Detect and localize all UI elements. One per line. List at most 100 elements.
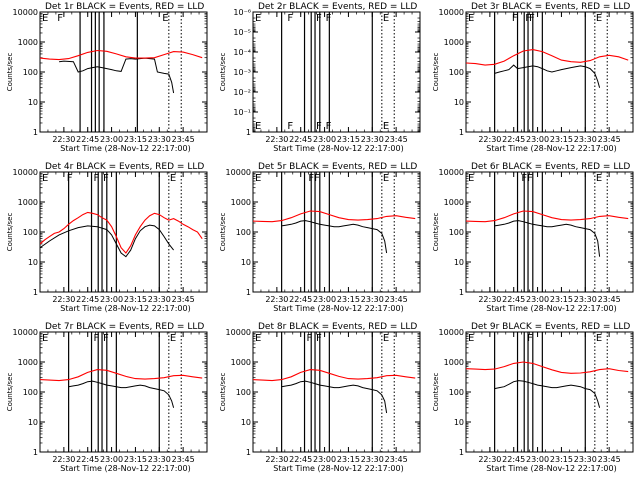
x-tick-label: 23:15: [124, 455, 147, 464]
y-tick-label: 10: [454, 258, 464, 267]
y-tick-label: 1000: [18, 358, 38, 367]
series-group: [40, 369, 203, 408]
x-tick-label: 23:00: [100, 135, 123, 144]
y-tick-label: 1000: [444, 38, 464, 47]
x-tick-label: 23:15: [550, 295, 573, 304]
x-tick-label: 23:45: [385, 455, 408, 464]
event-marker-bottom: F: [316, 121, 322, 132]
y-tick-label: 10000: [226, 168, 251, 177]
event-marker: E: [383, 333, 389, 344]
x-tick-label: 23:45: [598, 295, 621, 304]
y-tick-label: 10: [454, 98, 464, 107]
plot-frame: [39, 331, 208, 453]
y-tick-label: 10: [454, 418, 464, 427]
chart-title: Det 7r BLACK = Events, RED = LLD: [45, 322, 204, 332]
event-marker: E: [255, 333, 261, 344]
chart-title: Det 1r BLACK = Events, RED = LLD: [45, 2, 204, 12]
x-tick-label: 23:45: [172, 455, 195, 464]
x-tick-label: 23:45: [385, 135, 408, 144]
series-group: [40, 49, 203, 94]
y-tick-label: 1: [459, 288, 464, 297]
x-tick-label: 23:45: [598, 135, 621, 144]
event-marker: F: [103, 173, 109, 184]
series-events-line: [494, 64, 601, 88]
x-tick-label: 23:30: [361, 455, 384, 464]
x-tick-label: 22:30: [52, 295, 75, 304]
series-lld-line: [253, 369, 416, 382]
chart-svg: Det 1r BLACK = Events, RED = LLD 1 10 100 10…: [6, 2, 208, 153]
x-tick-label: 22:45: [76, 295, 99, 304]
chart-svg: Det 4r BLACK = Events, RED = LLD 1 10 100 10…: [6, 162, 208, 313]
x-tick-label: 23:45: [172, 135, 195, 144]
event-marker-bottom: F: [287, 121, 293, 132]
x-tick-label: 22:30: [478, 135, 501, 144]
event-marker: F: [93, 333, 99, 344]
x-tick-label: 23:00: [313, 295, 336, 304]
x-tick-label: 23:00: [313, 135, 336, 144]
y-axis-label: Counts/sec: [432, 373, 440, 412]
x-tick-label: 23:15: [124, 295, 147, 304]
series-group: [466, 49, 629, 88]
event-marker: F: [308, 173, 314, 184]
y-tick-label: 1000: [18, 38, 38, 47]
x-tick-label: 22:30: [265, 295, 288, 304]
event-marker: E: [255, 13, 261, 24]
y-tick-label: 10: [28, 258, 38, 267]
series-events-line: [68, 380, 175, 408]
series-group: [40, 211, 203, 258]
y-tick-label: 1: [246, 448, 251, 457]
series-lld-line: [40, 369, 203, 382]
event-marker: F: [316, 333, 322, 344]
x-tick-label: 23:30: [148, 135, 171, 144]
x-tick-label: 23:00: [526, 295, 549, 304]
y-tick-label: 10: [28, 418, 38, 427]
x-tick-label: 22:45: [502, 135, 525, 144]
event-marker: E: [170, 333, 176, 344]
x-axis-label: Start Time (28-Nov-12 22:17:00): [60, 464, 190, 473]
y-tick-label: 10: [241, 258, 251, 267]
detector-panel-4: Det 4r BLACK = Events, RED = LLD 1 10 100 10…: [0, 160, 213, 320]
event-marker: E: [468, 173, 474, 184]
x-axis-label: Start Time (28-Nov-12 22:17:00): [60, 304, 190, 313]
chart-svg: Det 5r BLACK = Events, RED = LLD 1 10 100 10…: [219, 162, 421, 313]
event-marker: E: [383, 173, 389, 184]
event-marker: F: [521, 173, 527, 184]
y-tick-label: 100: [449, 228, 464, 237]
x-tick-label: 22:45: [289, 295, 312, 304]
x-tick-label: 22:45: [289, 455, 312, 464]
x-tick-label: 22:45: [502, 455, 525, 464]
x-tick-label: 22:30: [52, 455, 75, 464]
y-tick-label: 1: [33, 288, 38, 297]
x-tick-label: 22:45: [502, 295, 525, 304]
event-marker: E: [596, 333, 602, 344]
y-tick-label: 10: [28, 98, 38, 107]
event-marker-bottom: F: [326, 121, 332, 132]
event-marker: E: [383, 13, 389, 24]
x-tick-label: 23:15: [550, 455, 573, 464]
y-tick-label: 1: [33, 448, 38, 457]
y-tick-label: 10000: [13, 168, 38, 177]
y-tick-label: 100: [236, 388, 251, 397]
plot-frame: [252, 171, 421, 293]
event-marker-bottom: E: [255, 121, 261, 132]
x-tick-label: 23:00: [526, 455, 549, 464]
series-group: [466, 210, 629, 257]
y-tick-label: 100: [236, 228, 251, 237]
event-marker: F: [529, 13, 535, 24]
y-tick-label: 100: [449, 388, 464, 397]
plot-frame: [465, 171, 634, 293]
event-marker: F: [57, 13, 63, 24]
x-axis-label: Start Time (28-Nov-12 22:17:00): [60, 144, 190, 153]
y-tick-label: 10⁻²: [233, 88, 251, 97]
y-tick-label: 100: [23, 68, 38, 77]
y-tick-label: 10000: [13, 328, 38, 337]
event-marker: E: [42, 13, 48, 24]
plot-frame: [252, 331, 421, 453]
event-marker: E: [468, 13, 474, 24]
chart-svg: Det 9r BLACK = Events, RED = LLD 1 10 100 10…: [432, 322, 634, 473]
y-tick-label: 10⁻¹: [233, 108, 251, 117]
y-axis-label: Counts/sec: [6, 373, 14, 412]
x-axis-label: Start Time (28-Nov-12 22:17:00): [486, 144, 616, 153]
x-tick-label: 23:00: [526, 135, 549, 144]
x-tick-label: 22:45: [76, 135, 99, 144]
